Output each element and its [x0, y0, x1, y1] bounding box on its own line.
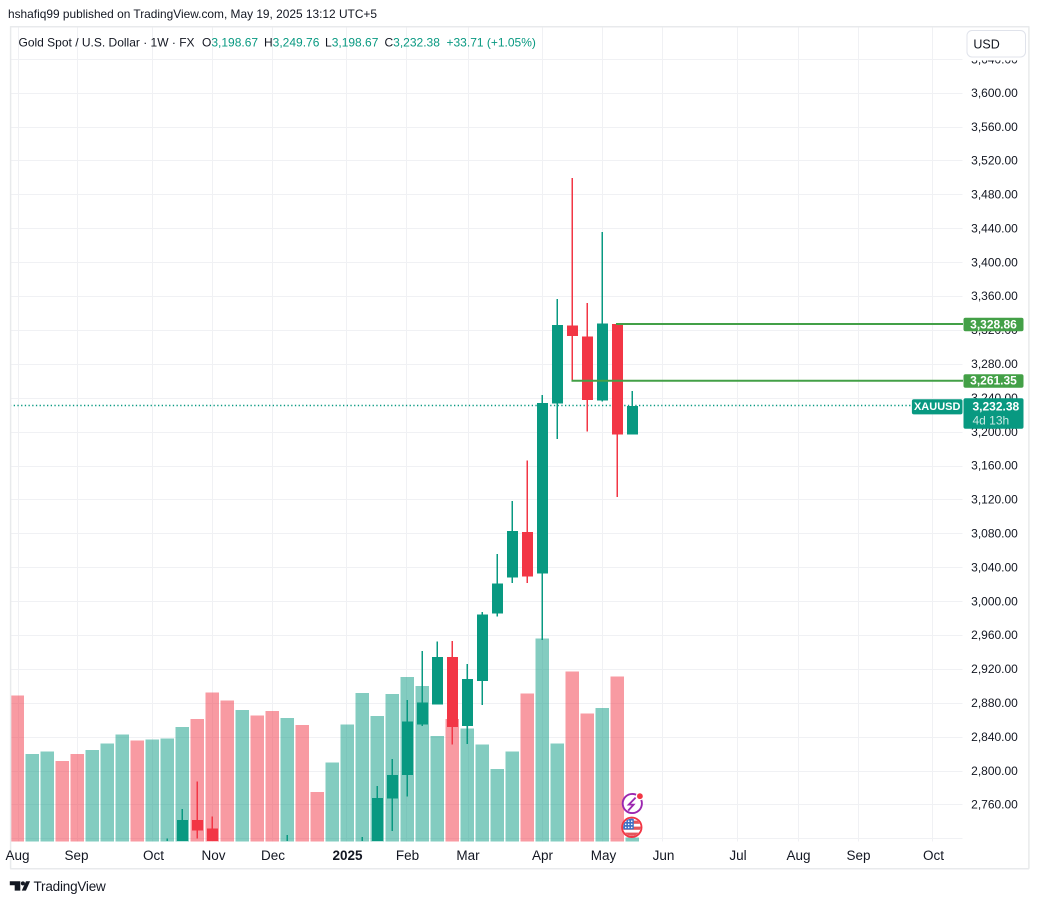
svg-text:Oct: Oct	[143, 848, 164, 863]
svg-text:Gold Spot / U.S. Dollar · 1W ·: Gold Spot / U.S. Dollar · 1W · FX	[19, 35, 195, 49]
svg-text:3,360.00: 3,360.00	[971, 289, 1018, 303]
svg-text:3,160.00: 3,160.00	[971, 459, 1018, 473]
svg-text:XAUUSD: XAUUSD	[914, 401, 961, 413]
svg-text:Sep: Sep	[64, 848, 88, 863]
svg-text:2,840.00: 2,840.00	[971, 730, 1018, 744]
svg-text:2,960.00: 2,960.00	[971, 628, 1018, 642]
svg-text:Apr: Apr	[532, 848, 554, 863]
svg-text:hshafiq99 published on Trading: hshafiq99 published on TradingView.com, …	[8, 7, 377, 21]
svg-text:Nov: Nov	[201, 848, 225, 863]
svg-text:4d 13h: 4d 13h	[973, 414, 1010, 428]
svg-text:3,440.00: 3,440.00	[971, 221, 1018, 235]
svg-text:O3,198.67: O3,198.67	[202, 35, 258, 49]
svg-text:3,040.00: 3,040.00	[971, 560, 1018, 574]
svg-text:L3,198.67: L3,198.67	[325, 35, 379, 49]
svg-text:3,480.00: 3,480.00	[971, 188, 1018, 202]
svg-text:2,800.00: 2,800.00	[971, 764, 1018, 778]
svg-text:Aug: Aug	[5, 848, 29, 863]
svg-text:3,232.38: 3,232.38	[973, 400, 1020, 414]
svg-text:2,920.00: 2,920.00	[971, 662, 1018, 676]
svg-text:2,760.00: 2,760.00	[971, 798, 1018, 812]
svg-text:2025: 2025	[332, 848, 363, 863]
svg-text:Feb: Feb	[396, 848, 419, 863]
svg-text:3,000.00: 3,000.00	[971, 594, 1018, 608]
svg-text:3,400.00: 3,400.00	[971, 255, 1018, 269]
svg-text:Sep: Sep	[846, 848, 870, 863]
svg-text:+33.71 (+1.05%): +33.71 (+1.05%)	[447, 35, 536, 49]
svg-text:3,080.00: 3,080.00	[971, 527, 1018, 541]
svg-text:3,280.00: 3,280.00	[971, 357, 1018, 371]
svg-text:Jun: Jun	[653, 848, 675, 863]
svg-text:Oct: Oct	[923, 848, 944, 863]
svg-text:USD: USD	[973, 37, 999, 51]
svg-text:3,520.00: 3,520.00	[971, 154, 1018, 168]
svg-text:TradingView: TradingView	[34, 879, 107, 894]
svg-text:H3,249.76: H3,249.76	[264, 35, 320, 49]
svg-text:3,120.00: 3,120.00	[971, 493, 1018, 507]
svg-text:3,560.00: 3,560.00	[971, 120, 1018, 134]
svg-text:3,261.35: 3,261.35	[970, 374, 1017, 388]
svg-text:Aug: Aug	[786, 848, 810, 863]
svg-text:3,328.86: 3,328.86	[970, 317, 1017, 331]
svg-text:C3,232.38: C3,232.38	[385, 35, 441, 49]
svg-text:May: May	[591, 848, 617, 863]
svg-text:Mar: Mar	[456, 848, 480, 863]
svg-text:Dec: Dec	[261, 848, 285, 863]
svg-text:3,600.00: 3,600.00	[971, 86, 1018, 100]
svg-text:Jul: Jul	[729, 848, 746, 863]
svg-text:2,880.00: 2,880.00	[971, 696, 1018, 710]
